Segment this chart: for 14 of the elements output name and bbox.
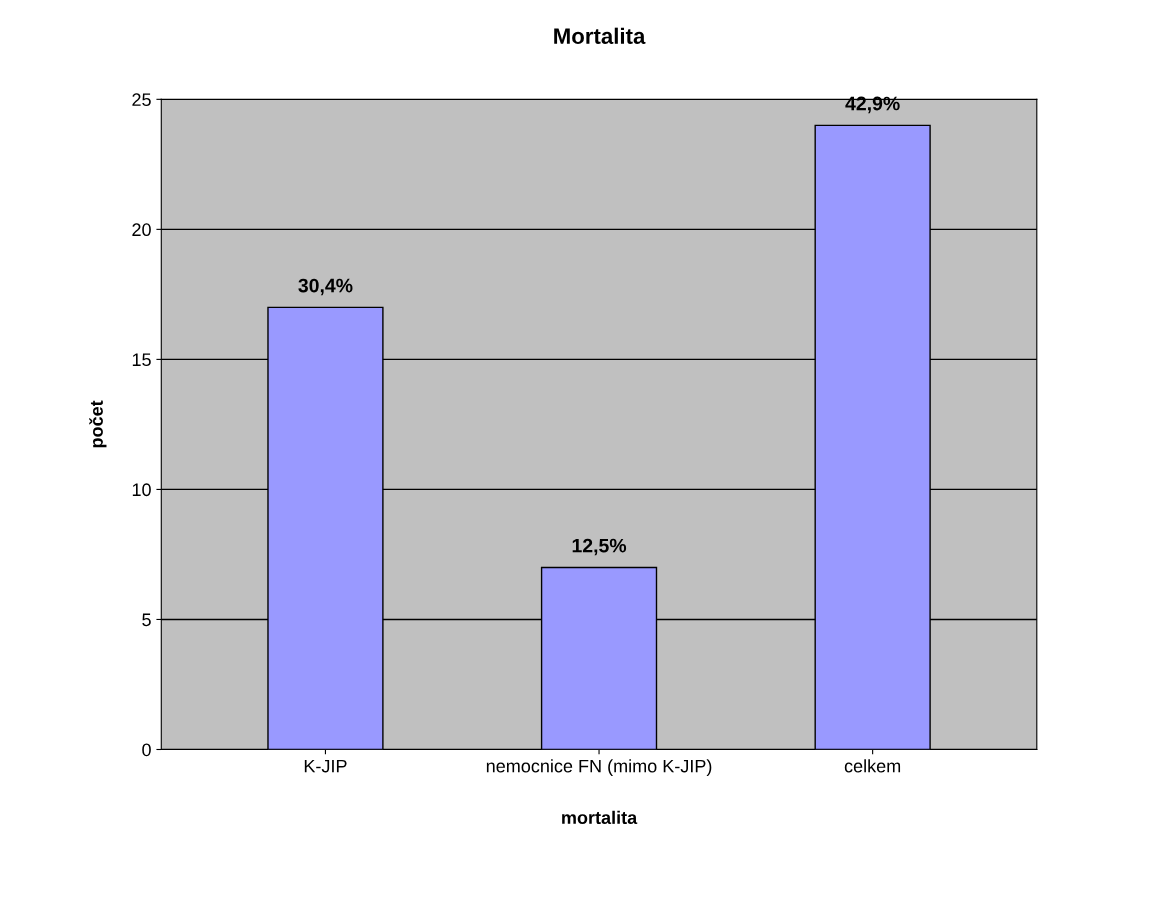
annotation: 12,5% <box>572 538 627 556</box>
y-tick-label: 25 <box>132 93 151 107</box>
y-axis-title: počet <box>89 400 107 448</box>
annotation: 30,4% <box>298 278 353 296</box>
y-tick-label: 15 <box>132 353 151 367</box>
y-tick-label: 10 <box>132 483 151 497</box>
x-tick-label: K-JIP <box>304 759 347 773</box>
x-axis-title: mortalita <box>562 810 638 825</box>
x-tick-label: celkem <box>844 759 901 773</box>
x-tick-label: nemocnice FN (mimo K-JIP) <box>486 759 712 777</box>
y-tick-label: 0 <box>142 743 151 757</box>
chart-title: Mortalita <box>554 27 646 44</box>
y-tick-label: 20 <box>132 223 151 237</box>
y-tick-label: 5 <box>142 613 151 627</box>
